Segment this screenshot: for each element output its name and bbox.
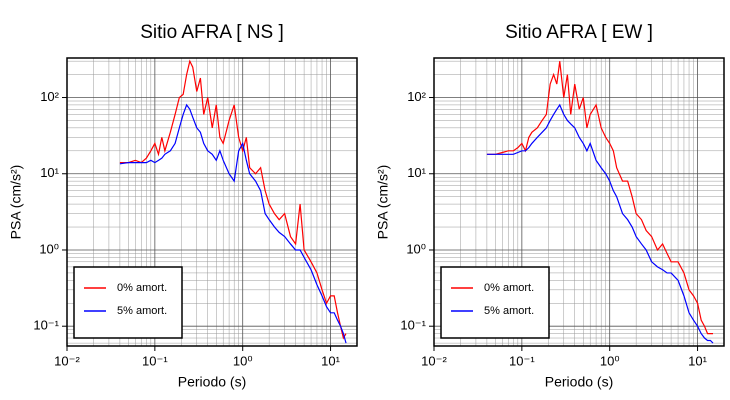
legend-box (73, 266, 183, 339)
y-tick-label: 10⁰ (39, 241, 59, 256)
plot-frame (433, 57, 725, 347)
y-tick-label: 10⁰ (406, 241, 426, 256)
y-tick-label: 10¹ (407, 165, 426, 180)
legend-label: 5% amort. (484, 305, 534, 317)
data-line (119, 103, 347, 344)
y-axis-label: PSA (cm/s²) (375, 165, 391, 240)
plot-frame (66, 57, 358, 347)
data-line (486, 61, 714, 335)
x-tick-label: 10⁻² (54, 353, 80, 368)
x-tick-label: 10⁻¹ (509, 353, 535, 368)
y-tick-label: 10⁻¹ (400, 318, 426, 333)
chart-title: Sitio AFRA [ NS ] (140, 22, 284, 43)
x-tick-label: 10¹ (321, 353, 340, 368)
x-tick-label: 10⁰ (600, 353, 620, 368)
data-line (486, 103, 714, 344)
y-tick-label: 10⁻¹ (33, 318, 59, 333)
y-tick-label: 10¹ (40, 165, 59, 180)
x-tick-label: 10⁻¹ (142, 353, 168, 368)
x-tick-label: 10⁰ (233, 353, 253, 368)
y-axis-label: PSA (cm/s²) (8, 165, 24, 240)
y-tick-label: 10² (407, 89, 426, 104)
legend-label: 0% amort. (484, 282, 534, 294)
x-tick-label: 10¹ (688, 353, 707, 368)
legend-box (440, 266, 550, 339)
y-tick-label: 10² (40, 89, 59, 104)
data-line (119, 59, 347, 340)
x-axis-label: Periodo (s) (545, 374, 613, 390)
x-tick-label: 10⁻² (421, 353, 447, 368)
legend-label: 5% amort. (117, 305, 167, 317)
chart-title: Sitio AFRA [ EW ] (505, 22, 653, 43)
x-axis-label: Periodo (s) (178, 374, 246, 390)
legend-label: 0% amort. (117, 282, 167, 294)
